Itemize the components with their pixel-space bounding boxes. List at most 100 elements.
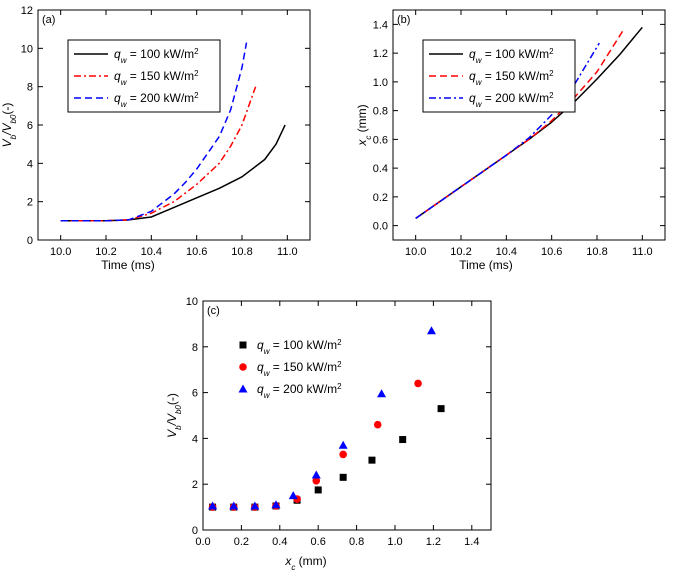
x-tick-label: 0.0 (195, 536, 210, 548)
label-symbol: x (355, 139, 369, 147)
label-text: (-) (0, 103, 14, 115)
label-subscript: b (9, 134, 18, 139)
label-text: = 150 kW/m (126, 69, 194, 83)
y-tick-label: 0.0 (373, 221, 388, 233)
x-tick-label: 10.2 (450, 246, 471, 258)
chart-panel-2: 10.0 10.2 10.4 10.6 10.8 11.0 0.0 0.2 0.4 0.6 0.8 1… (355, 9, 666, 272)
x-tick-label: 10.0 (405, 246, 426, 258)
label-symbol: /V (165, 413, 179, 426)
label-symbol: q (114, 47, 121, 61)
series-line (60, 124, 286, 222)
label-subscript: w (264, 391, 271, 400)
label-subscript: w (476, 100, 483, 109)
label-text: (mm) (295, 554, 326, 568)
data-point (208, 501, 218, 510)
y-tick-label: 0 (27, 235, 33, 247)
label-symbol: q (469, 47, 476, 61)
series-line (60, 86, 257, 222)
y-tick-label: 2 (27, 197, 33, 209)
x-tick-label: 0.8 (349, 536, 364, 548)
legend-entry: qw = 100 kW/m2 (469, 47, 554, 65)
y-tick-label: 4 (27, 158, 33, 170)
data-point (338, 440, 348, 449)
data-point (426, 326, 436, 335)
label-subscript: w (264, 369, 271, 378)
y-tick-label: 6 (27, 120, 33, 132)
y-axis-title: Vb/Vb0(-) (0, 103, 18, 148)
label-superscript: 2 (194, 47, 199, 56)
y-tick-label: 6 (192, 388, 198, 400)
label-symbol: x (284, 554, 292, 568)
legend-entry: qw = 100 kW/m2 (257, 338, 342, 356)
label-superscript: 2 (549, 91, 554, 100)
label-symbol: /V (0, 123, 14, 136)
label-subscript: w (121, 56, 128, 65)
x-tick-label: 10.8 (231, 246, 252, 258)
x-tick-label: 10.8 (586, 246, 607, 258)
legend-marker (239, 341, 247, 349)
label-subscript: w (121, 78, 128, 87)
series-1 (60, 124, 286, 222)
label-superscript: 2 (337, 360, 342, 369)
legend-marker (239, 363, 247, 371)
legend-entry: qw = 200 kW/m2 (469, 91, 554, 109)
y-tick-label: 1.0 (373, 77, 388, 89)
series-line (60, 42, 248, 222)
label-subscript: w (476, 78, 483, 87)
label-subscript: c (291, 563, 295, 572)
label-text: = 200 kW/m (481, 91, 549, 105)
x-tick-label: 1.0 (387, 536, 402, 548)
data-point (312, 476, 321, 485)
label-subscript: w (264, 347, 271, 356)
y-tick-label: 12 (21, 5, 33, 17)
y-axis-title: xc (mm) (355, 104, 373, 146)
panel-label: (a) (42, 14, 55, 26)
label-superscript: 2 (549, 47, 554, 56)
data-point (399, 436, 407, 444)
x-tick-label: 0.2 (234, 536, 249, 548)
series-3 (208, 326, 436, 510)
x-tick-label: 10.2 (95, 246, 116, 258)
label-subscript: b (174, 425, 183, 430)
y-tick-label: 2 (192, 479, 198, 491)
legend-entry: qw = 200 kW/m2 (114, 91, 199, 109)
x-tick-label: 0.6 (311, 536, 326, 548)
label-subscript: w (121, 100, 128, 109)
x-axis-title: Time (ms) (459, 258, 513, 272)
data-point (437, 405, 445, 413)
x-tick-label: 10.4 (141, 246, 162, 258)
plot-frame (202, 300, 492, 531)
data-point (229, 501, 239, 510)
label-subscript: b0 (174, 405, 183, 414)
label-symbol: q (114, 69, 121, 83)
label-superscript: 2 (337, 338, 342, 347)
y-tick-label: 1.2 (373, 48, 388, 60)
label-symbol: q (114, 91, 121, 105)
panel-label: (c) (207, 305, 220, 317)
legend-entry: qw = 200 kW/m2 (257, 382, 342, 400)
x-tick-label: 11.0 (632, 246, 653, 258)
data-point (368, 456, 376, 464)
x-tick-label: 1.2 (426, 536, 441, 548)
label-superscript: 2 (549, 69, 554, 78)
y-tick-label: 0 (192, 525, 198, 537)
series-3 (60, 42, 248, 222)
label-superscript: 2 (194, 91, 199, 100)
x-axis-title: xc (mm) (284, 554, 326, 572)
y-tick-label: 10 (21, 43, 33, 55)
panel-label: (b) (397, 14, 410, 26)
data-point (314, 486, 322, 494)
data-point (414, 379, 422, 388)
chart-panel-1: 10.0 10.2 10.4 10.6 10.8 11.0 0 2 4 6 8 10 12 Time (m… (0, 5, 311, 272)
legend-box (422, 39, 576, 113)
label-symbol: V (0, 138, 14, 147)
x-axis-title: Time (ms) (101, 258, 155, 272)
label-text: = 100 kW/m (126, 47, 194, 61)
y-tick-label: 8 (192, 342, 198, 354)
label-text: = 100 kW/m (481, 47, 549, 61)
plot-frame (392, 9, 666, 241)
y-tick-label: 1.4 (373, 19, 388, 31)
label-symbol: q (469, 91, 476, 105)
x-tick-label: 10.4 (496, 246, 517, 258)
